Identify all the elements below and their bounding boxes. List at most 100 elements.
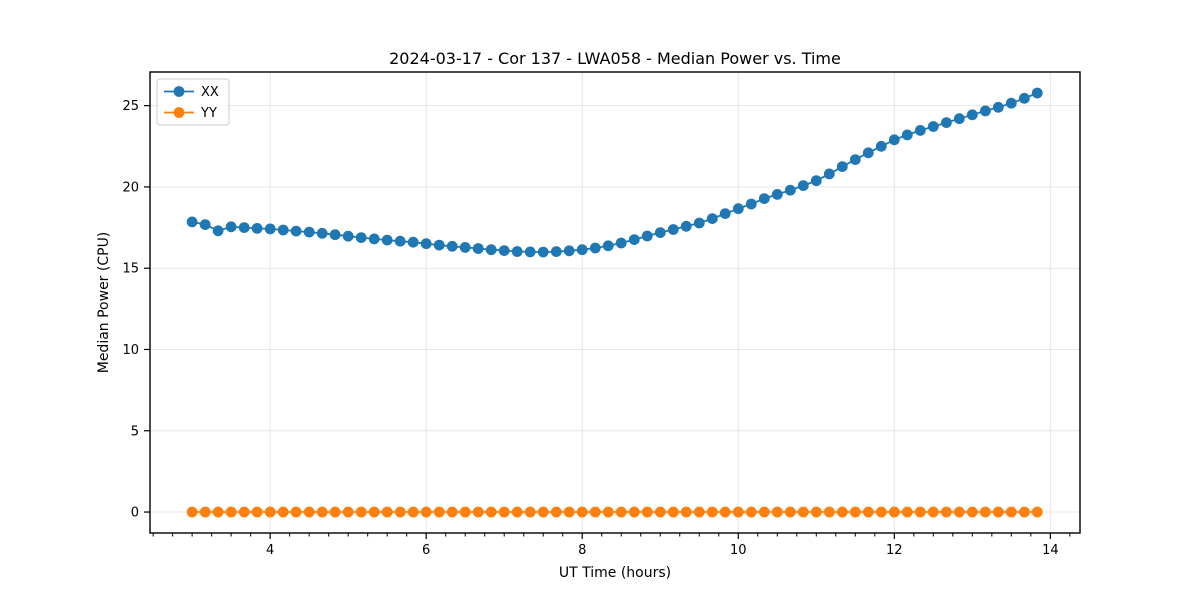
data-point-XX [941, 117, 952, 128]
data-point-XX [355, 232, 367, 244]
data-point-YY [875, 506, 887, 518]
x-tick-label: 14 [1042, 543, 1059, 558]
data-point-XX [719, 208, 731, 220]
data-point-YY [992, 506, 1004, 518]
data-point-XX [277, 224, 289, 236]
data-point-XX [914, 124, 926, 136]
data-point-YY [693, 506, 705, 518]
data-point-YY [576, 506, 588, 518]
data-point-YY [290, 506, 302, 518]
data-point-YY [277, 506, 289, 518]
data-point-YY [953, 506, 965, 518]
data-point-YY [498, 506, 510, 518]
data-point-XX [849, 154, 861, 166]
y-tick-label: 20 [122, 180, 139, 195]
data-point-YY [433, 506, 445, 518]
data-point-XX [407, 236, 419, 248]
y-tick-label: 15 [122, 262, 139, 277]
data-point-YY [511, 506, 523, 518]
data-point-YY [758, 506, 770, 518]
data-point-XX [264, 223, 276, 235]
data-point-XX [784, 184, 796, 196]
x-tick-label: 8 [578, 543, 586, 558]
data-point-XX [225, 221, 237, 233]
data-point-YY [862, 506, 874, 518]
data-point-YY [537, 506, 549, 518]
data-point-XX [732, 203, 744, 215]
data-point-YY [823, 506, 835, 518]
y-tick-label: 25 [122, 99, 139, 114]
data-point-XX [901, 129, 913, 141]
data-point-YY [1031, 506, 1043, 518]
data-point-YY [615, 506, 627, 518]
data-point-YY [472, 506, 484, 518]
data-point-YY [771, 506, 783, 518]
data-point-XX [381, 234, 393, 246]
data-point-XX [654, 227, 666, 239]
data-point-XX [576, 244, 588, 256]
data-point-YY [927, 506, 939, 518]
data-point-XX [758, 193, 770, 205]
data-series [186, 87, 1043, 518]
data-point-XX [550, 246, 562, 257]
data-point-XX [459, 242, 471, 253]
data-point-YY [836, 506, 848, 518]
data-point-YY [264, 506, 276, 518]
data-point-YY [732, 506, 744, 518]
data-point-YY [941, 506, 952, 518]
x-tick-label: 10 [730, 543, 747, 558]
data-point-XX [212, 225, 224, 237]
chart-title: 2024-03-17 - Cor 137 - LWA058 - Median P… [389, 49, 841, 68]
data-point-XX [628, 234, 640, 246]
data-point-XX [368, 233, 380, 245]
data-point-XX [836, 161, 848, 173]
data-point-YY [654, 506, 666, 518]
data-point-XX [706, 213, 718, 225]
data-point-YY [980, 506, 991, 518]
x-axis-label: UT Time (hours) [559, 565, 671, 581]
data-point-YY [225, 506, 237, 518]
data-point-YY [446, 506, 458, 518]
data-point-XX [498, 245, 510, 256]
data-point-YY [355, 506, 367, 518]
data-point-YY [641, 506, 653, 518]
data-point-XX [342, 230, 354, 242]
data-point-YY [550, 506, 562, 518]
data-point-YY [485, 506, 497, 518]
data-point-XX [1005, 97, 1017, 109]
data-point-XX [290, 225, 302, 237]
data-point-XX [810, 175, 822, 187]
data-point-YY [680, 506, 692, 518]
data-point-YY [602, 506, 614, 518]
data-point-XX [537, 246, 549, 258]
data-point-XX [563, 245, 575, 257]
data-point-YY [719, 506, 731, 518]
data-point-YY [784, 506, 796, 518]
y-tick-label: 10 [122, 343, 139, 358]
data-point-YY [901, 506, 913, 518]
data-point-YY [563, 506, 575, 518]
data-point-YY [628, 506, 640, 518]
data-point-YY [368, 506, 380, 518]
data-point-XX [823, 168, 835, 180]
y-axis-label: Median Power (CPU) [96, 232, 112, 374]
series-line-XX [191, 92, 1038, 254]
tick-labels: 4 6 8 10 12 14 0 5 10 15 20 25 [122, 99, 1058, 558]
data-point-XX [589, 242, 601, 254]
data-point-YY [810, 506, 822, 518]
data-point-XX [602, 240, 614, 252]
data-point-XX [771, 189, 783, 200]
data-point-XX [433, 239, 445, 251]
legend: XX YY [156, 78, 230, 126]
data-point-XX [615, 237, 627, 249]
data-point-XX [875, 140, 887, 152]
axes-spines-ticks [144, 71, 1081, 539]
data-point-YY [888, 506, 900, 518]
data-point-XX [394, 235, 406, 247]
gridlines [150, 72, 1080, 533]
data-point-XX [667, 224, 679, 235]
data-point-YY [524, 506, 536, 518]
data-point-XX [472, 243, 484, 254]
data-point-YY [238, 506, 250, 518]
